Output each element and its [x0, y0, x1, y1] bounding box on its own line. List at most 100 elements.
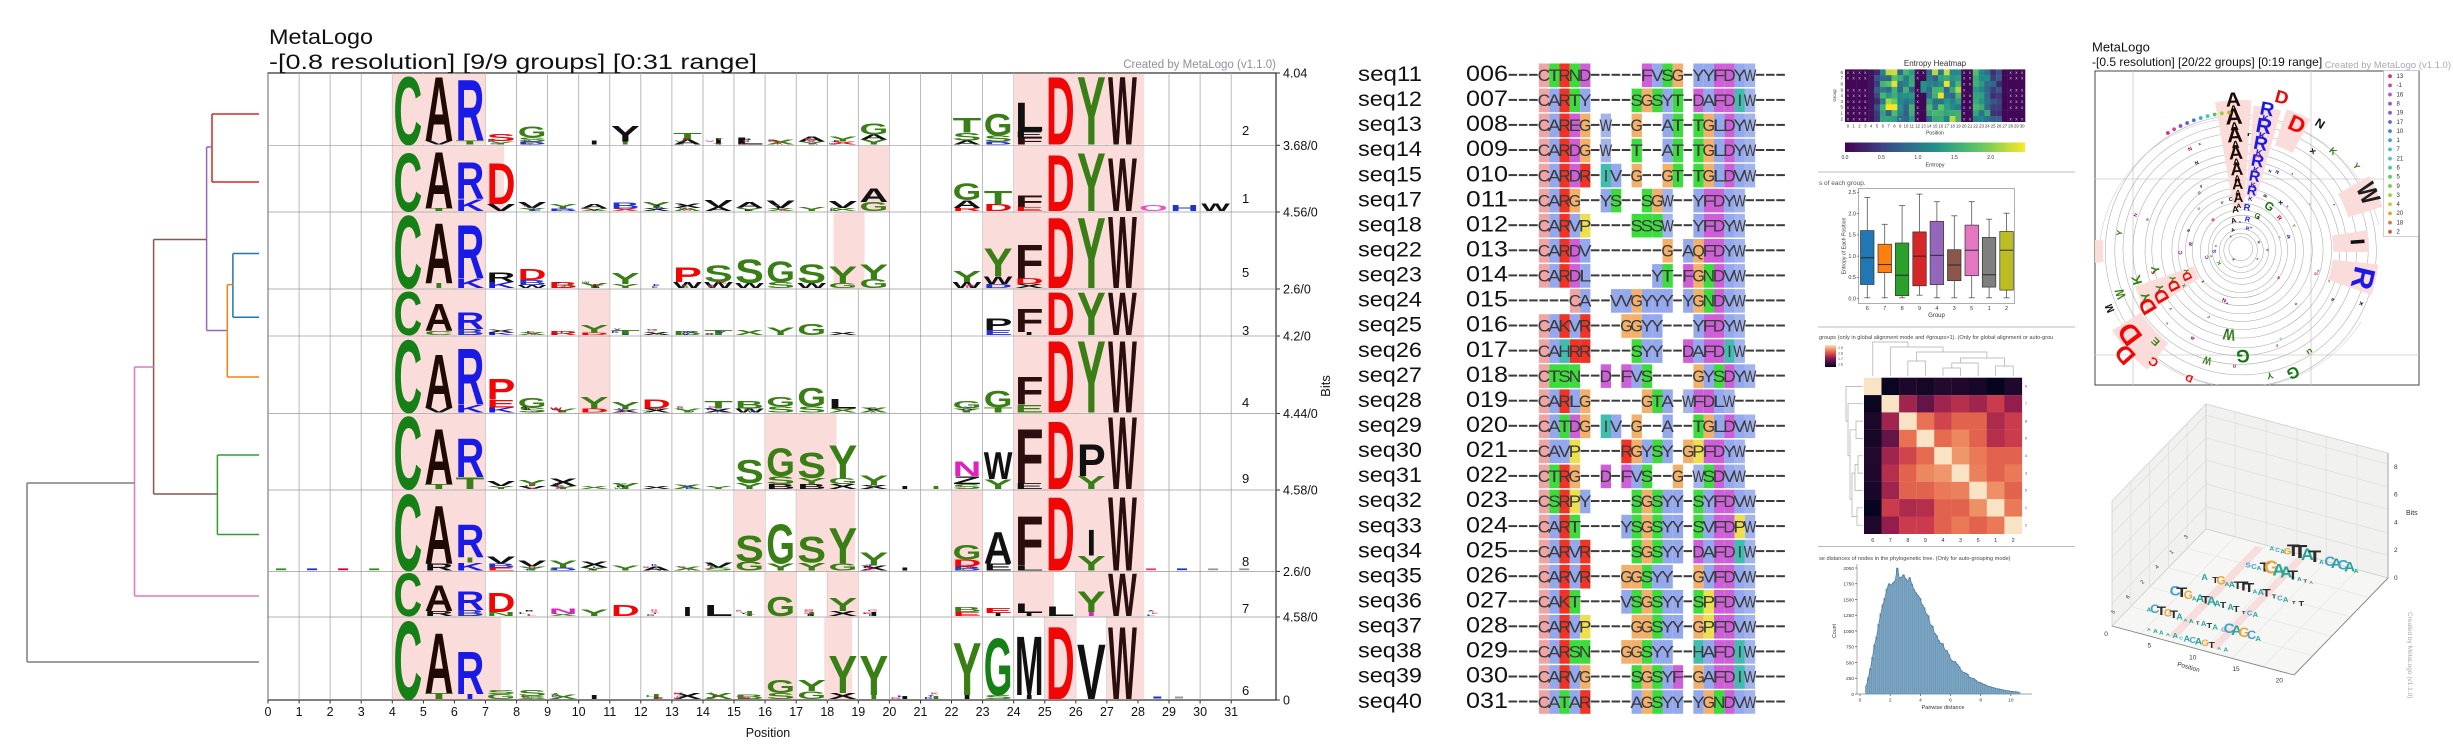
svg-text:K: K [2258, 130, 2267, 142]
svg-text:0.0: 0.0 [1842, 155, 1849, 161]
svg-text:X: X [829, 691, 860, 701]
svg-text:X: X [704, 408, 735, 414]
svg-text:0: 0 [265, 705, 272, 719]
svg-text:7: 7 [2397, 147, 2401, 153]
svg-text:Y: Y [1077, 319, 1106, 434]
svg-text:A: A [673, 139, 702, 146]
svg-text:21: 21 [2397, 156, 2404, 162]
svg-text:X: X [829, 408, 860, 414]
svg-text:R: R [2244, 216, 2251, 224]
svg-text:23: 23 [1979, 124, 1984, 129]
svg-text:R: R [1558, 517, 1571, 536]
svg-text:S: S [767, 141, 782, 143]
svg-text:V: V [518, 558, 549, 568]
svg-text:X: X [766, 207, 797, 212]
svg-text:S: S [2312, 271, 2319, 277]
svg-text:T: T [456, 474, 487, 493]
svg-text:x: x [1858, 117, 1861, 122]
svg-text:S: S [1641, 643, 1654, 662]
svg-text:A: A [2290, 172, 2294, 177]
svg-text:25: 25 [1991, 124, 1996, 129]
svg-text:4: 4 [2025, 454, 2027, 458]
svg-text:S: S [953, 484, 984, 491]
svg-text:E: E [958, 488, 974, 490]
svg-text:10: 10 [2397, 129, 2404, 135]
svg-text:2: 2 [2394, 547, 2398, 554]
svg-text:K: K [611, 330, 620, 334]
svg-text:T: T [2244, 580, 2254, 595]
svg-text:21: 21 [1968, 124, 1973, 129]
svg-text:V: V [1569, 668, 1582, 687]
svg-text:T: T [425, 207, 459, 212]
svg-text:x: x [2277, 199, 2285, 207]
svg-text:x: x [1969, 76, 1972, 81]
svg-text:C: C [2221, 628, 2226, 634]
svg-text:16: 16 [758, 705, 772, 719]
svg-text:x: x [1864, 105, 1867, 110]
svg-text:x: x [1847, 117, 1850, 122]
svg-text:Y: Y [518, 478, 549, 488]
svg-text:I: I [807, 612, 819, 618]
svg-text:A: A [1548, 567, 1561, 586]
svg-text:A: A [2280, 549, 2285, 555]
svg-text:seq13: seq13 [1358, 112, 1422, 136]
svg-text:W: W [1733, 317, 1746, 336]
svg-text:8: 8 [1979, 698, 1982, 704]
svg-text:I: I [1604, 166, 1609, 185]
svg-text:x: x [2021, 93, 2024, 98]
svg-text:4: 4 [1870, 124, 1873, 129]
svg-text:x: x [1853, 99, 1856, 104]
svg-text:seq17: seq17 [1358, 187, 1422, 211]
svg-text:A: A [2229, 579, 2235, 589]
svg-text:W: W [1733, 242, 1746, 261]
svg-text:A: A [2231, 204, 2240, 215]
svg-text:3: 3 [1840, 99, 1843, 104]
svg-text:N: N [2221, 296, 2227, 303]
svg-text:W: W [1661, 191, 1674, 210]
svg-text:W: W [735, 283, 766, 290]
svg-text:G: G [1630, 317, 1643, 336]
svg-text:Y: Y [1661, 693, 1674, 712]
svg-text:D: D [984, 203, 1013, 214]
svg-text:S: S [867, 407, 881, 411]
svg-text:a: a [2190, 334, 2196, 341]
svg-text:D: D [2316, 269, 2320, 272]
svg-text:24: 24 [1985, 124, 1990, 129]
svg-text:2: 2 [327, 705, 334, 719]
svg-text:Y: Y [549, 408, 580, 414]
svg-text:008: 008 [1466, 111, 1508, 136]
svg-text:W: W [1744, 567, 1757, 586]
svg-text:V: V [487, 555, 518, 566]
svg-text:A: A [2332, 203, 2336, 207]
svg-text:T: T [704, 399, 734, 411]
svg-text:4.2/0: 4.2/0 [1283, 330, 1311, 344]
svg-text:L: L [709, 566, 724, 569]
svg-text:A: A [1548, 668, 1561, 687]
svg-text:C: C [1538, 267, 1551, 286]
svg-text:F: F [1682, 267, 1695, 286]
svg-text:022: 022 [1466, 462, 1508, 487]
svg-text:Y: Y [829, 516, 858, 574]
svg-text:6: 6 [1871, 538, 1874, 544]
svg-text:A: A [2225, 103, 2244, 130]
svg-text:G: G [1692, 618, 1705, 637]
svg-text:T: T [1672, 141, 1685, 160]
svg-text:Y: Y [1077, 552, 1106, 575]
svg-text:B: B [549, 280, 578, 290]
svg-text:W: W [1744, 66, 1757, 85]
svg-text:W: W [1600, 141, 1613, 160]
svg-text:S: S [1692, 593, 1705, 612]
svg-text:5: 5 [2025, 489, 2027, 493]
svg-text:5: 5 [2147, 643, 2151, 650]
svg-text:19: 19 [851, 705, 865, 719]
svg-text:C: C [2247, 628, 2257, 642]
svg-text:W: W [1733, 191, 1746, 210]
svg-text:R: R [456, 210, 485, 295]
svg-text:X: X [642, 408, 673, 414]
svg-text:W: W [550, 407, 562, 411]
svg-text:F: F [1703, 317, 1716, 336]
svg-text:10: 10 [2189, 654, 2197, 661]
svg-text:9: 9 [544, 705, 551, 719]
svg-text:18: 18 [2397, 220, 2404, 226]
svg-text:R: R [1558, 643, 1571, 662]
